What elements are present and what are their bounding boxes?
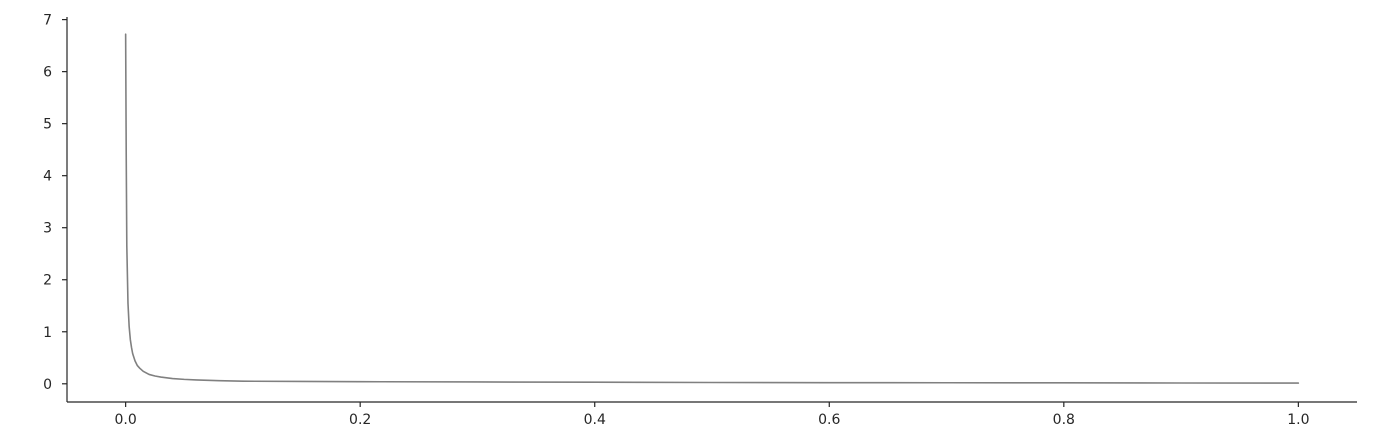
- x-tick-label: 0.0: [115, 412, 137, 428]
- series-line-0: [124, 33, 1300, 384]
- series-layer: [124, 33, 1300, 384]
- y-tick-label: 0: [43, 377, 52, 393]
- y-tick-label: 5: [43, 117, 52, 133]
- axes-layer: [66, 17, 1357, 403]
- x-tick-label: 0.4: [584, 412, 606, 428]
- x-tick-label: 0.8: [1053, 412, 1075, 428]
- y-tick-label: 3: [43, 221, 52, 237]
- x-tick-label: 0.2: [349, 412, 371, 428]
- y-tick-label: 7: [43, 13, 52, 29]
- y-tick-label: 2: [43, 273, 52, 289]
- x-tick-label: 0.6: [818, 412, 840, 428]
- y-tick-label: 6: [43, 65, 52, 81]
- x-axis-ticks: 0.0 0.2 0.4 0.6 0.8 1.0: [115, 402, 1309, 428]
- y-tick-label: 4: [43, 169, 52, 185]
- x-tick-label: 1.0: [1287, 412, 1309, 428]
- y-tick-label: 1: [43, 325, 52, 341]
- y-axis-ticks: 0 1 2 3 4 5 6 7: [43, 13, 67, 393]
